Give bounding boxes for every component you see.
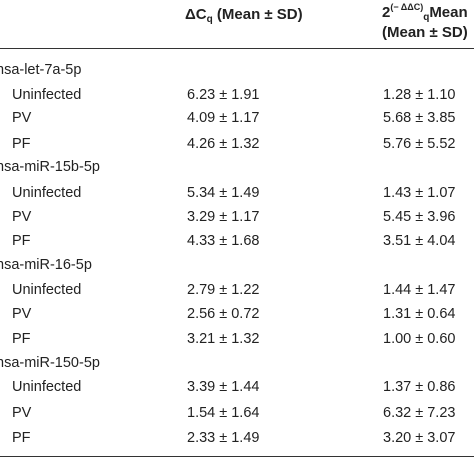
delta-cq-value: 4.26 ± 1.32 <box>187 136 260 152</box>
fold-value: 1.43 ± 1.07 <box>383 185 456 201</box>
row-label: PV <box>12 209 32 225</box>
header-delta-cq-sub: q <box>206 14 213 25</box>
fold-value: 5.45 ± 3.96 <box>383 209 456 225</box>
row-label: PF <box>12 430 31 446</box>
table-row: PV 3.29 ± 1.17 5.45 ± 3.96 <box>0 204 474 230</box>
table-row: Uninfected 5.34 ± 1.49 1.43 ± 1.07 <box>0 180 474 206</box>
header-rule <box>0 48 474 49</box>
row-label: PF <box>12 331 31 347</box>
fold-value: 1.00 ± 0.60 <box>383 331 456 347</box>
row-label: Uninfected <box>12 185 82 201</box>
delta-cq-value: 3.29 ± 1.17 <box>187 209 260 225</box>
header-fold-sup: (− ΔΔC) <box>390 2 424 12</box>
delta-cq-value: 2.56 ± 0.72 <box>187 306 260 322</box>
table-row: Uninfected 6.23 ± 1.91 1.28 ± 1.10 <box>0 82 474 108</box>
fold-value: 5.68 ± 3.85 <box>383 110 456 126</box>
row-label: Uninfected <box>12 87 82 103</box>
delta-cq-value: 4.09 ± 1.17 <box>187 110 260 126</box>
header-fold-change-line2: (Mean ± SD) <box>382 24 468 41</box>
table-row: PF 3.21 ± 1.32 1.00 ± 0.60 <box>0 326 474 352</box>
table-row: Uninfected 3.39 ± 1.44 1.37 ± 0.86 <box>0 374 474 400</box>
row-label: Uninfected <box>12 379 82 395</box>
fold-value: 1.37 ± 0.86 <box>383 379 456 395</box>
fold-value: 6.32 ± 7.23 <box>383 405 456 421</box>
header-delta-cq-main: ΔC <box>185 6 207 23</box>
delta-cq-value: 2.33 ± 1.49 <box>187 430 260 446</box>
table-row: PF 2.33 ± 1.49 3.20 ± 3.07 <box>0 425 474 451</box>
fold-value: 1.28 ± 1.10 <box>383 87 456 103</box>
table-row: PV 2.56 ± 0.72 1.31 ± 0.64 <box>0 301 474 327</box>
table-row: PF 4.26 ± 1.32 5.76 ± 5.52 <box>0 131 474 157</box>
group-label: hsa-let-7a-5p <box>0 62 82 78</box>
group-label: hsa-miR-16-5p <box>0 257 92 273</box>
header-fold-rest: Mean <box>429 4 468 21</box>
row-label: PV <box>12 306 32 322</box>
row-label: PV <box>12 110 32 126</box>
row-label: PF <box>12 136 31 152</box>
header-delta-cq-rest: (Mean ± SD) <box>212 6 303 23</box>
header-delta-cq: ΔCq (Mean ± SD) <box>185 6 303 26</box>
table-row: PV 4.09 ± 1.17 5.68 ± 3.85 <box>0 105 474 131</box>
delta-cq-value: 3.39 ± 1.44 <box>187 379 260 395</box>
delta-cq-value: 3.21 ± 1.32 <box>187 331 260 347</box>
delta-cq-value: 6.23 ± 1.91 <box>187 87 260 103</box>
delta-cq-value: 4.33 ± 1.68 <box>187 233 260 249</box>
group-label: hsa-miR-150-5p <box>0 355 100 371</box>
delta-cq-value: 1.54 ± 1.64 <box>187 405 260 421</box>
header-fold-sub: q <box>423 12 430 23</box>
delta-cq-value: 2.79 ± 1.22 <box>187 282 260 298</box>
fold-value: 1.31 ± 0.64 <box>383 306 456 322</box>
fold-value: 5.76 ± 5.52 <box>383 136 456 152</box>
header-fold-change: 2(− ΔΔC)qMean <box>382 2 468 24</box>
fold-value: 1.44 ± 1.47 <box>383 282 456 298</box>
row-label: PF <box>12 233 31 249</box>
table-row: PV 1.54 ± 1.64 6.32 ± 7.23 <box>0 400 474 426</box>
header-fold-base: 2 <box>382 4 391 21</box>
group-label: hsa-miR-15b-5p <box>0 159 100 175</box>
delta-cq-value: 5.34 ± 1.49 <box>187 185 260 201</box>
table-row: Uninfected 2.79 ± 1.22 1.44 ± 1.47 <box>0 277 474 303</box>
fold-value: 3.51 ± 4.04 <box>383 233 456 249</box>
table-row: PF 4.33 ± 1.68 3.51 ± 4.04 <box>0 228 474 254</box>
fold-value: 3.20 ± 3.07 <box>383 430 456 446</box>
row-label: PV <box>12 405 32 421</box>
bottom-rule <box>0 456 474 457</box>
row-label: Uninfected <box>12 282 82 298</box>
